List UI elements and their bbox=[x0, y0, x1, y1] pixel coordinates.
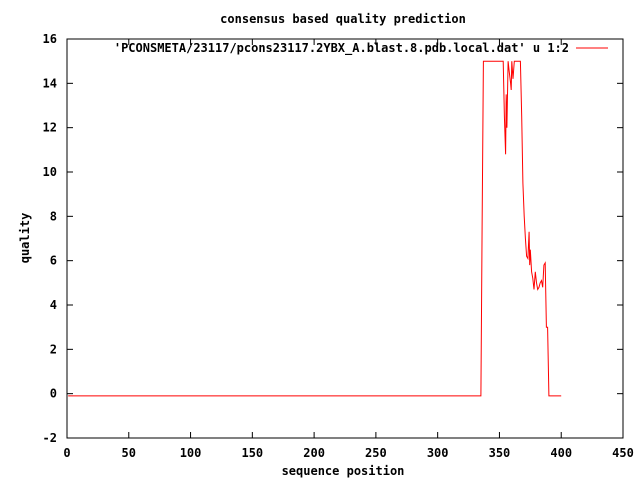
axis-ticks: 0 50 100 150 200 250 300 350 400 450 -2 0 2 4 6 8 10 12 14… bbox=[43, 32, 634, 460]
legend-label: 'PCONSMETA/23117/pcons23117.2YBX_A.blast… bbox=[114, 41, 569, 56]
y-tick-label: 2 bbox=[50, 342, 57, 356]
x-tick-label: 350 bbox=[489, 446, 511, 460]
x-tick-label: 250 bbox=[365, 446, 387, 460]
chart-title: consensus based quality prediction bbox=[220, 12, 466, 26]
legend: 'PCONSMETA/23117/pcons23117.2YBX_A.blast… bbox=[114, 41, 608, 56]
y-tick-label: 14 bbox=[43, 76, 57, 90]
x-tick-label: 200 bbox=[303, 446, 325, 460]
x-tick-label: 100 bbox=[180, 446, 202, 460]
x-tick-label: 150 bbox=[241, 446, 263, 460]
x-tick-label: 450 bbox=[612, 446, 634, 460]
x-tick-label: 400 bbox=[550, 446, 572, 460]
series-line bbox=[68, 60, 562, 397]
y-tick-label: -2 bbox=[43, 431, 57, 445]
y-tick-label: 10 bbox=[43, 165, 57, 179]
x-tick-label: 50 bbox=[122, 446, 136, 460]
series-layer bbox=[68, 60, 562, 397]
y-tick-label: 12 bbox=[43, 121, 57, 135]
x-axis-label: sequence position bbox=[282, 464, 405, 478]
y-tick-label: 0 bbox=[50, 387, 57, 401]
y-tick-label: 16 bbox=[43, 32, 57, 46]
plot-frame bbox=[66, 38, 624, 439]
y-tick-label: 8 bbox=[50, 209, 57, 223]
y-tick-label: 6 bbox=[50, 254, 57, 268]
y-axis-label: quality bbox=[18, 213, 32, 264]
y-tick-label: 4 bbox=[50, 298, 57, 312]
x-tick-label: 0 bbox=[63, 446, 70, 460]
x-tick-label: 300 bbox=[427, 446, 449, 460]
